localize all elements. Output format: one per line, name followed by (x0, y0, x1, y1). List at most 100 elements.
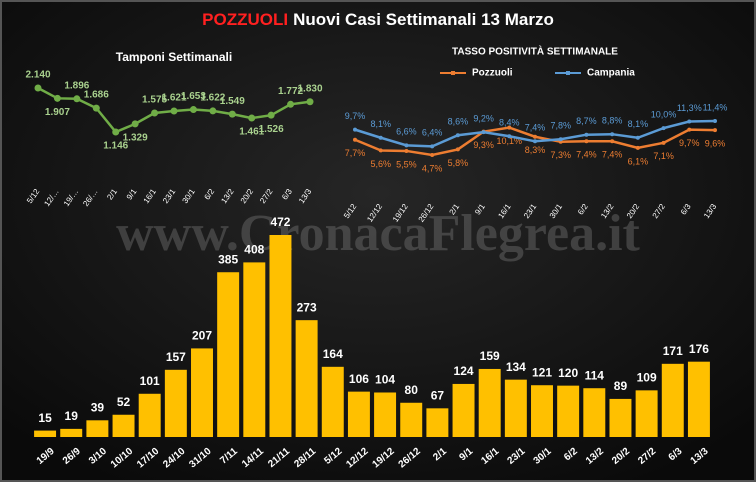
value-label: 8,6% (448, 117, 469, 127)
value-label: 5,8% (448, 158, 469, 168)
value-label: 9,7% (679, 138, 700, 148)
value-label: 472 (270, 215, 290, 229)
value-label: 9,2% (473, 114, 494, 124)
point (584, 132, 589, 137)
point (507, 125, 512, 130)
point (378, 148, 383, 153)
value-label: 1.575 (142, 95, 167, 106)
value-label: 1.146 (103, 141, 128, 152)
point (170, 107, 178, 115)
value-label: 1.830 (297, 83, 322, 94)
point (287, 100, 295, 108)
bar (217, 272, 240, 437)
value-label: 1.549 (220, 96, 245, 107)
bar (295, 320, 318, 437)
bar (164, 369, 187, 437)
value-label: 4,7% (422, 163, 443, 173)
point (687, 119, 692, 124)
value-label: 1.653 (181, 91, 206, 102)
bar (60, 428, 83, 437)
value-label: 1.526 (259, 124, 284, 135)
value-label: 1.621 (161, 93, 186, 104)
bar (400, 402, 423, 437)
value-label: 124 (454, 364, 474, 378)
value-label: 159 (480, 349, 500, 363)
point (558, 137, 563, 142)
point (430, 144, 435, 149)
value-label: 9,6% (705, 139, 726, 149)
value-label: 1.896 (64, 80, 89, 91)
point (610, 132, 615, 137)
value-label: 80 (405, 383, 419, 397)
legend-marker (566, 71, 570, 75)
value-label: 8,1% (370, 119, 391, 129)
bar (687, 361, 710, 437)
value-label: 7,4% (525, 123, 546, 133)
point (353, 137, 357, 142)
title-highlight: POZZUOLI (202, 10, 288, 29)
bar (557, 385, 580, 437)
point (455, 147, 460, 152)
legend-marker (451, 71, 455, 75)
value-label: 1.686 (84, 90, 109, 101)
point (189, 106, 197, 114)
value-label: 176 (689, 342, 709, 356)
value-label: 114 (585, 368, 605, 382)
point (687, 127, 692, 132)
point (661, 140, 666, 145)
value-label: 8,7% (576, 116, 597, 126)
value-label: 7,8% (550, 121, 571, 131)
bar (583, 388, 606, 437)
value-label: 5,6% (370, 159, 391, 169)
value-label: 6,6% (396, 127, 417, 137)
bar (191, 348, 213, 437)
value-label: 109 (637, 371, 657, 385)
legend-label: Campania (587, 68, 635, 79)
value-label: 8,1% (628, 119, 649, 129)
point (635, 135, 640, 140)
legend-label: Pozzuoli (472, 68, 513, 79)
point (73, 95, 81, 103)
value-label: 1.329 (123, 133, 148, 144)
value-label: 7,7% (345, 148, 366, 158)
value-label: 9,3% (473, 140, 494, 150)
point (378, 135, 383, 140)
value-label: 5,5% (396, 159, 417, 169)
value-label: 39 (91, 400, 105, 414)
value-label: 207 (192, 329, 212, 343)
bar (86, 420, 109, 437)
value-label: 164 (323, 347, 343, 361)
value-label: 15 (38, 411, 52, 425)
value-label: 8,3% (525, 145, 546, 155)
value-label: 106 (349, 372, 369, 386)
value-label: 6,4% (422, 128, 443, 138)
value-label: 104 (375, 373, 395, 387)
point (481, 130, 486, 135)
value-label: 1.461 (239, 127, 264, 138)
point (430, 153, 435, 157)
bar (531, 385, 553, 437)
point (713, 119, 717, 123)
point (713, 128, 717, 133)
point (34, 84, 42, 92)
value-label: 11,3% (677, 103, 702, 113)
value-label: 7,4% (576, 150, 597, 160)
value-label: 171 (663, 344, 683, 358)
value-label: 1.907 (45, 107, 70, 118)
value-label: 52 (117, 395, 131, 409)
bar (609, 398, 632, 437)
value-label: 2.140 (25, 70, 50, 81)
value-label: 121 (532, 365, 552, 379)
point (584, 139, 589, 144)
point (267, 111, 275, 119)
value-label: 1.622 (200, 93, 225, 104)
point (112, 128, 120, 136)
bar (661, 363, 684, 437)
point (209, 107, 217, 115)
point (404, 143, 409, 148)
value-label: 273 (297, 300, 317, 314)
value-label: 385 (218, 252, 238, 266)
chart-title: Tamponi Settimanali (116, 50, 232, 64)
value-label: 7,4% (602, 150, 623, 160)
bar (138, 393, 161, 437)
